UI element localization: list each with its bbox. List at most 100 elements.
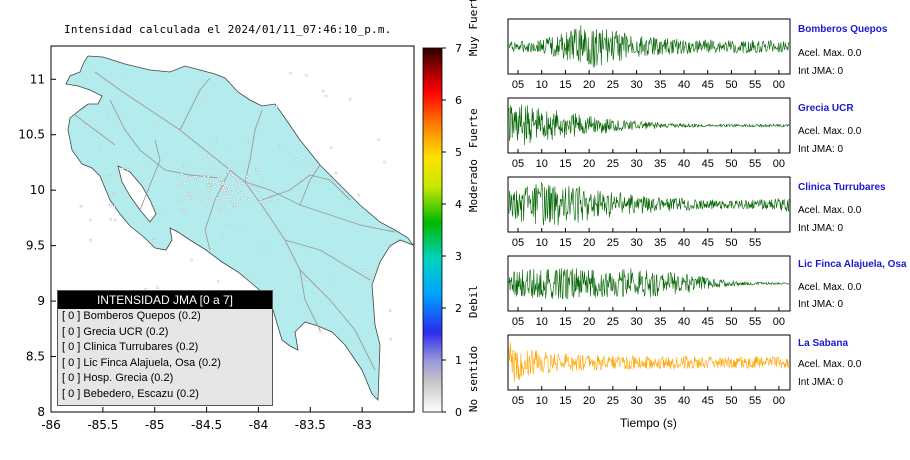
waveform-tick-label: 10 xyxy=(536,158,548,170)
station-marker xyxy=(223,189,226,192)
station-marker xyxy=(190,258,193,262)
station-marker xyxy=(357,194,360,197)
station-jma: Int JMA: 0 xyxy=(798,299,844,310)
waveform-tick-label: 10 xyxy=(536,237,548,249)
station-marker xyxy=(210,195,213,198)
station-marker xyxy=(221,188,224,191)
y-tick-label: 8.5 xyxy=(26,350,45,364)
station-marker xyxy=(204,172,208,176)
road-line xyxy=(109,99,221,179)
station-marker xyxy=(233,203,236,207)
waveform-panels: 05 10 15 20 25 30 35 40 45 50 55 00 05 10 15 20 25 30 35 40… xyxy=(507,18,791,407)
station-marker xyxy=(226,209,230,212)
colorbar-category-label: Muy Fuerte xyxy=(467,0,480,56)
station-marker xyxy=(324,94,328,98)
x-tick-label: -84.5 xyxy=(191,418,222,432)
station-marker xyxy=(181,207,184,211)
waveform-tick-label: 40 xyxy=(678,395,690,407)
station-marker xyxy=(318,330,322,333)
colorbar-category-label: Debil xyxy=(467,285,480,318)
station-marker xyxy=(227,224,230,228)
y-tick-label: 10 xyxy=(30,183,45,197)
station-marker xyxy=(236,203,239,206)
legend: INTENSIDAD JMA [0 a 7] [ 0 ] Bomberos Qu… xyxy=(57,290,273,406)
station-marker xyxy=(246,141,249,144)
legend-entry: [ 0 ] Clinica Turrubares (0.2) xyxy=(62,341,199,353)
legend-entry: [ 0 ] Lic Finca Alajuela, Osa (0.2) xyxy=(62,356,221,369)
waveform-tick-label: 05 xyxy=(512,79,524,91)
station-marker xyxy=(153,122,156,125)
road-line xyxy=(244,109,263,183)
station-marker xyxy=(217,197,220,200)
station-acel: Acel. Max. 0.0 xyxy=(798,205,862,216)
station-marker xyxy=(234,185,237,188)
station-marker xyxy=(180,173,183,176)
station-marker xyxy=(207,188,211,192)
station-marker xyxy=(364,271,368,274)
waveform-tick-label: 35 xyxy=(654,395,666,407)
station-marker xyxy=(362,269,365,272)
waveform-tick-label: 35 xyxy=(654,237,666,249)
waveform-tick-label: 50 xyxy=(725,316,737,328)
y-tick-label: 10.5 xyxy=(18,128,45,142)
waveform-tick-label: 05 xyxy=(512,316,524,328)
road-network xyxy=(74,71,396,371)
station-marker xyxy=(228,190,232,194)
waveform-trace xyxy=(508,104,790,146)
station-marker xyxy=(207,154,210,158)
station-marker xyxy=(305,277,309,281)
station-marker xyxy=(187,192,190,196)
station-marker xyxy=(209,179,212,183)
station-jma: Int JMA: 0 xyxy=(798,144,844,155)
waveform-tick-label: 20 xyxy=(583,79,595,91)
x-tick-label: -85.5 xyxy=(87,418,118,432)
waveform-tick-label: 55 xyxy=(749,395,761,407)
station-marker xyxy=(109,204,112,207)
station-marker xyxy=(251,180,254,183)
waveform-tick-label: 00 xyxy=(773,158,785,170)
waveform-tick-label: 00 xyxy=(773,395,785,407)
station-marker xyxy=(247,198,250,201)
station-marker xyxy=(112,193,115,196)
waveform-tick-label: 50 xyxy=(725,79,737,91)
station-name: Grecia UCR xyxy=(798,103,854,114)
station-marker xyxy=(109,218,112,221)
waveform-tick-label: 30 xyxy=(630,79,642,91)
station-marker xyxy=(240,197,243,201)
station-marker xyxy=(269,198,272,201)
station-marker xyxy=(223,191,227,195)
waveform-tick-label: 35 xyxy=(654,158,666,170)
waveform-tick-label: 45 xyxy=(702,395,714,407)
station-marker xyxy=(261,179,264,182)
station-name: Clinica Turrubares xyxy=(798,182,886,193)
station-marker xyxy=(183,182,186,185)
station-marker xyxy=(231,201,234,204)
y-tick-label: 9 xyxy=(37,294,45,308)
nicoya-gulf xyxy=(117,165,157,223)
station-acel: Acel. Max. 0.0 xyxy=(798,48,862,59)
waveform-tick-label: 40 xyxy=(678,158,690,170)
road-line xyxy=(139,139,161,211)
station-marker xyxy=(242,169,245,172)
road-line xyxy=(299,164,321,206)
station-marker xyxy=(235,177,239,181)
waveform-tick-label: 45 xyxy=(702,158,714,170)
colorbar-category-label: Fuerte xyxy=(467,108,480,148)
road-line xyxy=(244,181,396,233)
waveform-tick-label: 25 xyxy=(607,158,619,170)
colorbar-tick-label: 1 xyxy=(455,354,462,367)
waveform-tick-label: 00 xyxy=(773,316,785,328)
waveform-tick-label: 40 xyxy=(678,237,690,249)
station-marker xyxy=(213,185,217,188)
colorbar-ticks: 0 1 2 3 4 5 6 7 No sentido Debil Moderado Fuerte Muy… xyxy=(442,0,480,419)
y-tick-label: 11 xyxy=(30,72,45,86)
x-tick-label: -86 xyxy=(41,418,61,432)
station-marker xyxy=(240,191,243,194)
station-marker xyxy=(255,168,258,171)
station-marker xyxy=(389,337,392,341)
station-marker xyxy=(295,158,298,161)
legend-entry: [ 0 ] Bomberos Quepos (0.2) xyxy=(62,310,201,322)
station-marker xyxy=(289,72,292,75)
waveform-tick-label: 25 xyxy=(607,237,619,249)
station-marker xyxy=(194,179,197,182)
